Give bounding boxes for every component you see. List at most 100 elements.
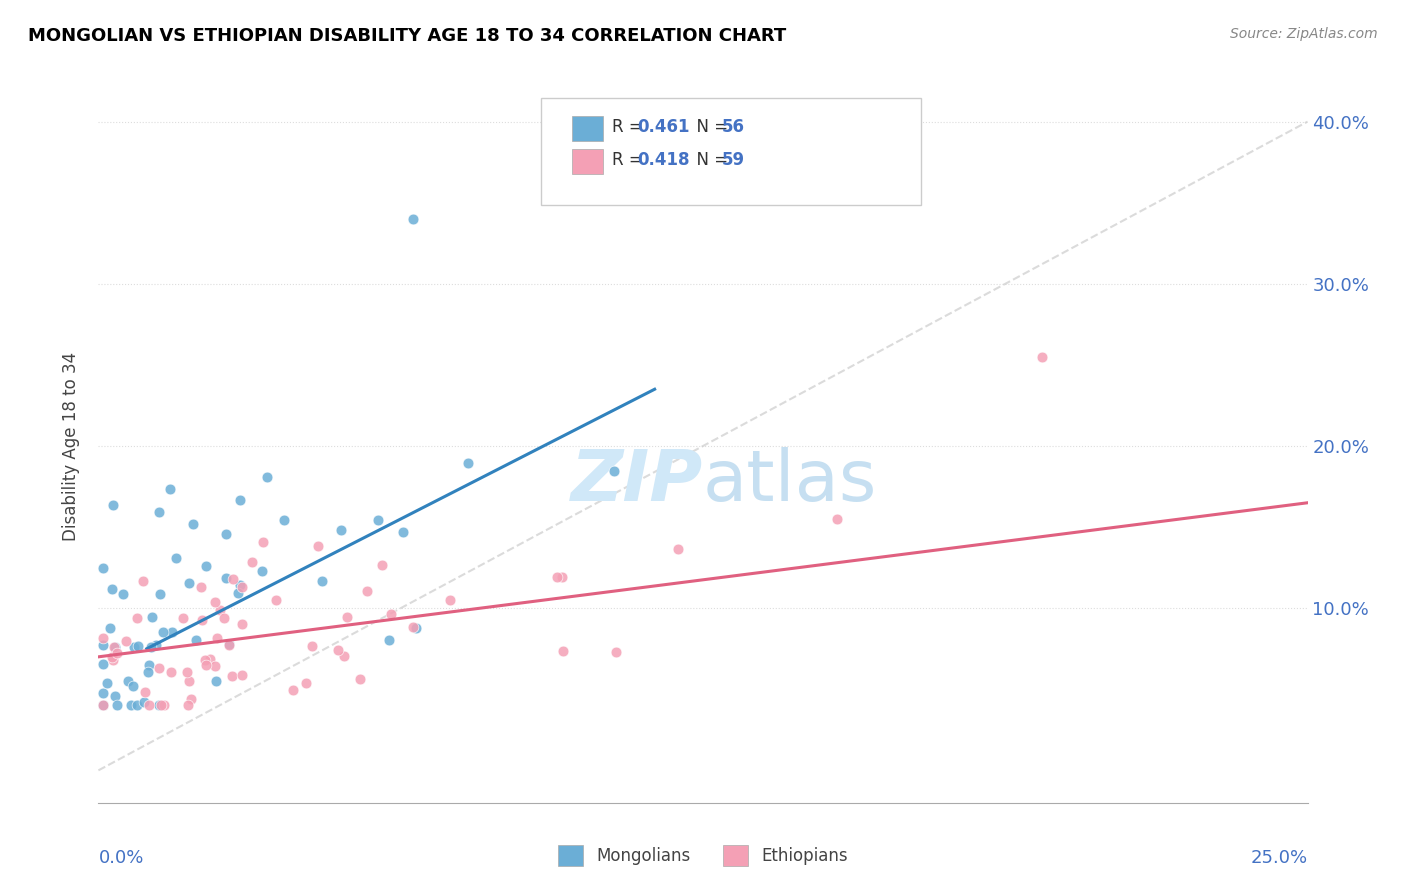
Point [104, 640, 127, 655]
Point [380, 607, 402, 621]
Point [141, 610, 163, 624]
Point [177, 673, 200, 688]
Point [100, 650, 122, 665]
Point [668, 541, 690, 556]
Point [105, 646, 128, 660]
Point [91, 698, 114, 713]
Text: N =: N = [686, 118, 734, 136]
Point [191, 613, 214, 627]
Point [231, 617, 253, 632]
Point [194, 652, 217, 666]
Point [252, 534, 274, 549]
Point [378, 632, 401, 647]
Text: R =: R = [612, 151, 648, 169]
Point [96, 676, 118, 690]
Point [91, 698, 114, 713]
Point [439, 592, 461, 607]
Point [181, 517, 204, 532]
Point [391, 524, 413, 539]
Point [132, 574, 155, 588]
Point [125, 698, 148, 713]
Text: ZIP: ZIP [571, 447, 703, 516]
Point [204, 659, 226, 673]
Point [136, 665, 159, 680]
Point [148, 505, 170, 519]
Point [139, 640, 162, 654]
Point [273, 513, 295, 527]
Text: Source: ZipAtlas.com: Source: ZipAtlas.com [1230, 27, 1378, 41]
Point [228, 585, 250, 599]
Point [91, 638, 114, 652]
Point [209, 603, 232, 617]
Point [221, 669, 243, 683]
Point [138, 698, 160, 713]
Point [367, 513, 389, 527]
Point [194, 658, 217, 673]
Point [138, 657, 160, 672]
Point [176, 665, 198, 679]
Text: 0.461: 0.461 [637, 118, 689, 136]
Point [115, 633, 138, 648]
Point [218, 637, 240, 651]
Point [149, 587, 172, 601]
Point [91, 686, 114, 700]
Point [165, 551, 187, 566]
Point [132, 695, 155, 709]
Point [91, 657, 114, 671]
Point [222, 572, 245, 586]
Point [160, 665, 183, 679]
Point [177, 575, 200, 590]
Point [356, 584, 378, 599]
Point [153, 698, 176, 713]
Point [145, 638, 167, 652]
Point [602, 464, 624, 478]
Point [111, 587, 134, 601]
Legend: Mongolians, Ethiopians: Mongolians, Ethiopians [558, 846, 848, 866]
Point [100, 622, 122, 636]
Point [605, 645, 627, 659]
Point [134, 685, 156, 699]
Text: R =: R = [612, 118, 648, 136]
Point [122, 680, 145, 694]
Point [91, 631, 114, 645]
Point [149, 698, 172, 713]
Point [124, 640, 146, 654]
Text: 25.0%: 25.0% [1250, 849, 1308, 867]
Point [186, 633, 208, 648]
Point [160, 624, 183, 639]
Point [104, 689, 127, 703]
Point [148, 661, 170, 675]
Point [127, 640, 149, 654]
Point [172, 611, 194, 625]
Text: 59: 59 [721, 151, 744, 169]
Point [1031, 350, 1053, 364]
Point [101, 498, 124, 512]
Point [402, 211, 425, 226]
Point [311, 574, 333, 589]
Point [190, 580, 212, 594]
Point [370, 558, 392, 572]
Point [204, 674, 226, 689]
Point [240, 555, 263, 569]
Point [212, 611, 235, 625]
Text: MONGOLIAN VS ETHIOPIAN DISABILITY AGE 18 TO 34 CORRELATION CHART: MONGOLIAN VS ETHIOPIAN DISABILITY AGE 18… [28, 27, 786, 45]
Point [264, 593, 287, 607]
Point [294, 676, 316, 690]
Point [195, 558, 218, 573]
Point [125, 611, 148, 625]
Point [336, 609, 359, 624]
Point [825, 511, 848, 525]
Point [215, 527, 238, 541]
Point [207, 631, 229, 645]
Point [91, 698, 114, 713]
Point [281, 682, 304, 697]
Point [252, 564, 274, 578]
Point [330, 524, 353, 538]
Text: atlas: atlas [703, 447, 877, 516]
Text: N =: N = [686, 151, 734, 169]
Point [228, 492, 250, 507]
Point [405, 621, 427, 635]
Point [159, 482, 181, 496]
Point [349, 672, 371, 686]
Point [231, 580, 253, 594]
